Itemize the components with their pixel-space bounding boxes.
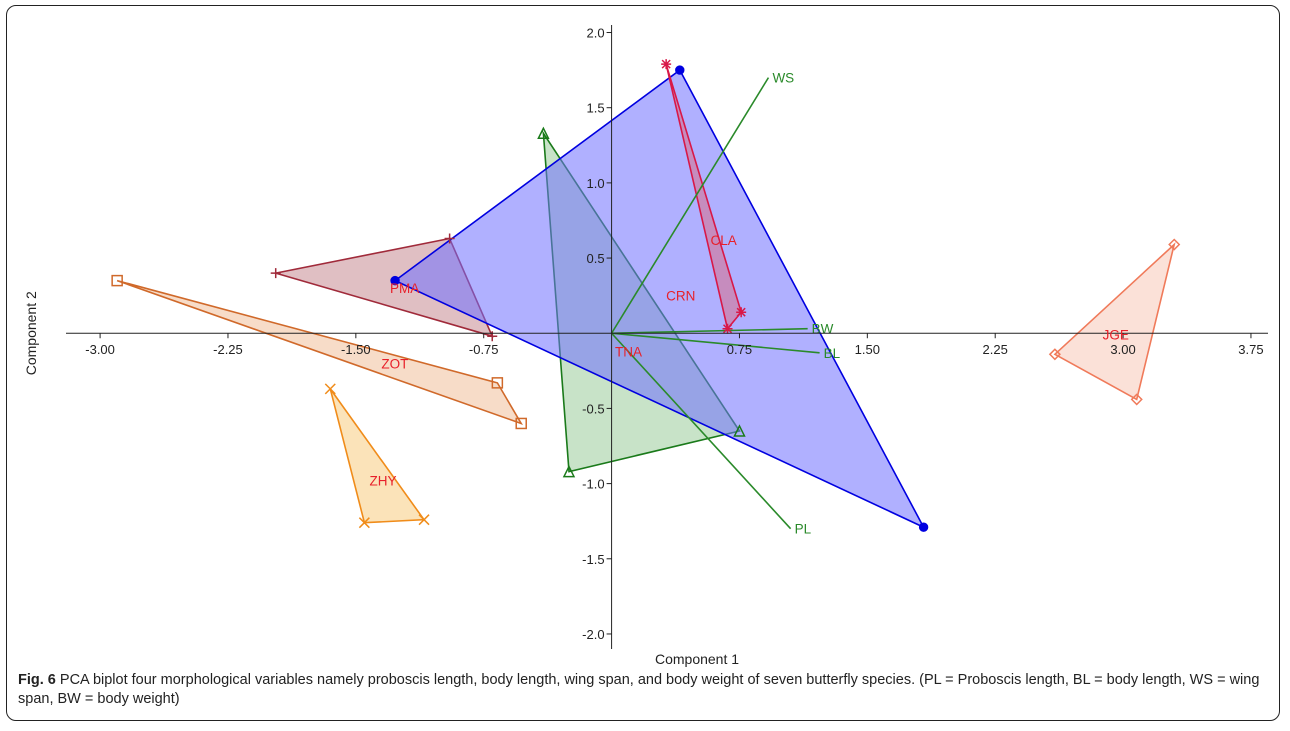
group-label-cla: CLA	[710, 233, 736, 248]
marker-cla-2	[736, 307, 747, 318]
marker-pma-0	[270, 268, 281, 279]
loading-label-ws: WS	[772, 71, 794, 86]
marker-zhy-1	[358, 517, 370, 529]
polygon-zhy	[329, 388, 426, 524]
x-tick-label: 0.75	[727, 342, 752, 357]
marker-zhy-0	[324, 383, 336, 395]
marker-crn-1	[675, 65, 685, 75]
loading-label-bw: BW	[812, 322, 834, 337]
marker-zot-2	[515, 417, 527, 430]
caption-label: Fig. 6	[18, 672, 56, 688]
group-markers	[111, 59, 1181, 532]
loading-label-pl: PL	[795, 522, 812, 537]
x-tick-label: -1.50	[341, 342, 371, 357]
x-tick-label: 3.00	[1110, 342, 1135, 357]
loading-line-bl	[611, 332, 820, 354]
group-polygons	[116, 63, 1176, 529]
marker-jge-1	[1130, 393, 1143, 406]
y-tick-label: 1.0	[587, 176, 605, 191]
marker-zot-0	[111, 274, 123, 287]
figure-caption: Fig. 6 PCA biplot four morphological var…	[18, 671, 1273, 709]
y-tick-label: -1.0	[582, 477, 604, 492]
y-axis-title: Component 2	[23, 291, 39, 375]
marker-tna-0	[537, 126, 550, 140]
y-tick-label: -1.5	[582, 552, 604, 567]
loading-line-pl	[610, 332, 792, 530]
marker-cla-0	[661, 59, 672, 70]
marker-tna-2	[733, 424, 746, 437]
marker-jge-0	[1048, 348, 1061, 361]
caption-text: PCA biplot four morphological variables …	[18, 672, 1260, 707]
marker-jge-2	[1168, 238, 1181, 251]
marker-zhy-2	[418, 514, 430, 526]
marker-zot-1	[491, 377, 504, 389]
x-tick-label: 1.50	[855, 342, 880, 357]
x-tick-label: 2.25	[983, 342, 1008, 357]
group-label-zhy: ZHY	[369, 474, 396, 489]
x-tick-label: -2.25	[213, 342, 243, 357]
group-labels: ZOT ZHY PMA TNA CRN CLA JGE	[369, 233, 1128, 489]
polygon-cla	[665, 63, 743, 331]
group-label-tna: TNA	[615, 344, 642, 359]
group-label-crn: CRN	[666, 289, 695, 304]
group-label-pma: PMA	[390, 281, 419, 296]
loading-line-ws	[610, 77, 770, 334]
polygon-zot	[116, 279, 523, 425]
x-tick-label: -0.75	[469, 342, 499, 357]
marker-cla-1	[722, 323, 733, 334]
axes: -3.00 -2.25 -1.50 -0.75 0.75 1.50 2.25 3.00 3.75…	[66, 25, 1268, 649]
group-label-jge: JGE	[1103, 328, 1129, 343]
y-tick-label: 2.0	[587, 26, 605, 41]
polygon-crn	[393, 68, 926, 529]
x-tick-label: -3.00	[85, 342, 115, 357]
loading-label-bl: BL	[824, 346, 841, 361]
marker-tna-1	[562, 464, 576, 478]
loading-line-bw	[611, 327, 808, 335]
x-tick-label: 3.75	[1238, 342, 1263, 357]
y-tick-label: 1.5	[587, 101, 605, 116]
marker-crn-2	[918, 522, 929, 532]
y-tick-label: 0.5	[587, 251, 605, 266]
y-tick-label: -0.5	[582, 401, 604, 416]
group-label-zot: ZOT	[381, 356, 408, 371]
x-axis-title: Component 1	[655, 651, 739, 667]
marker-pma-1	[444, 233, 455, 244]
y-tick-label: -2.0	[582, 627, 604, 642]
marker-crn-0	[390, 275, 400, 286]
polygon-jge	[1053, 242, 1176, 401]
